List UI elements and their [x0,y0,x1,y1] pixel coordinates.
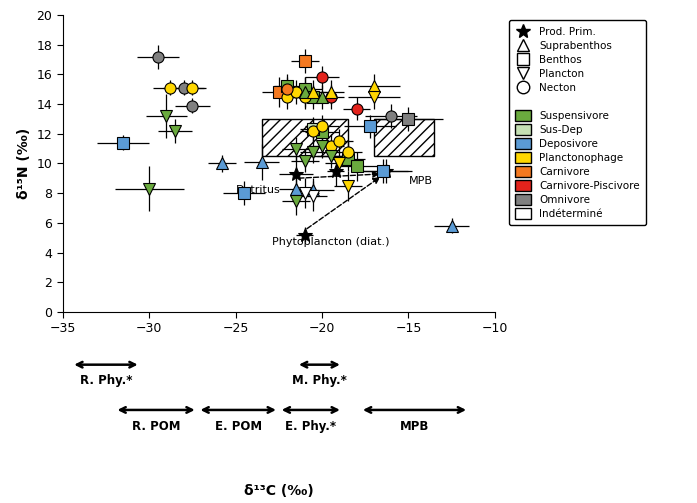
Text: R. POM: R. POM [132,420,181,433]
Text: δ¹³C (‰): δ¹³C (‰) [244,484,314,498]
Text: E. POM: E. POM [215,420,262,433]
Text: M. Phy.*: M. Phy.* [292,374,347,387]
Text: Phytoplancton (diat.): Phytoplancton (diat.) [272,237,390,247]
Text: MPB: MPB [400,420,429,433]
Text: R. Phy.*: R. Phy.* [79,374,132,387]
Legend: Prod. Prim., Suprabenthos, Benthos, Plancton, Necton, , Suspensivore, Sus-Dep, D: Prod. Prim., Suprabenthos, Benthos, Plan… [509,20,646,225]
Y-axis label: δ¹⁵N (‰): δ¹⁵N (‰) [17,128,31,199]
Text: Detritus: Detritus [236,185,280,195]
Text: MPB: MPB [408,176,432,186]
Bar [374,119,434,156]
Text: E. Phy.*: E. Phy.* [285,420,337,433]
Bar [261,119,348,156]
